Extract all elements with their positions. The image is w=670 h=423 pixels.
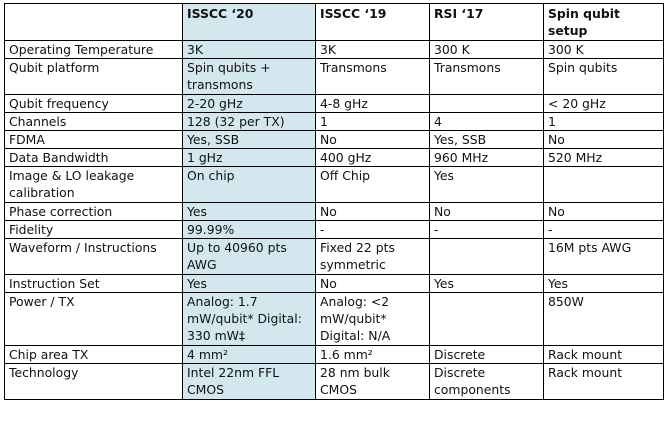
row-label: Qubit frequency — [4, 94, 183, 113]
comparison-table: ISSCC ‘20 ISSCC ‘19 RSI ‘17 Spin qubit s… — [4, 3, 664, 400]
cell-rsi-17: No — [429, 202, 544, 221]
cell-isscc-20: Analog: 1.7 mW/qubit* Digital: 330 mW‡ — [182, 292, 316, 346]
cell-isscc-19: No — [315, 202, 430, 221]
cell-isscc-20: 99.99% — [182, 220, 316, 239]
cell-rsi-17: Discrete — [429, 345, 544, 364]
cell-rsi-17: 4 — [429, 112, 544, 131]
row-qubit-frequency: Qubit frequency 2-20 gHz 4-8 gHz < 20 gH… — [4, 94, 664, 113]
cell-isscc-20: Yes, SSB — [182, 130, 316, 149]
cell-isscc-19: Fixed 22 pts symmetric — [315, 238, 430, 275]
row-label: Phase correction — [4, 202, 183, 221]
row-waveform-instructions: Waveform / Instructions Up to 40960 pts … — [4, 238, 664, 275]
header-isscc-19: ISSCC ‘19 — [315, 3, 430, 41]
cell-isscc-19: 3K — [315, 40, 430, 59]
row-label: Image & LO leakage calibration — [4, 166, 183, 203]
row-label: Channels — [4, 112, 183, 131]
row-label: Chip area TX — [4, 345, 183, 364]
cell-rsi-17: 300 K — [429, 40, 544, 59]
row-label: Waveform / Instructions — [4, 238, 183, 275]
cell-spin-qubit-setup: Yes — [543, 274, 664, 293]
cell-spin-qubit-setup: - — [543, 220, 664, 239]
row-chip-area-tx: Chip area TX 4 mm² 1.6 mm² Discrete Rack… — [4, 345, 664, 364]
row-label: Operating Temperature — [4, 40, 183, 59]
row-label: Power / TX — [4, 292, 183, 346]
cell-isscc-20: 2-20 gHz — [182, 94, 316, 113]
header-isscc-20: ISSCC ‘20 — [182, 3, 316, 41]
cell-isscc-20: Yes — [182, 274, 316, 293]
cell-isscc-20: Up to 40960 pts AWG — [182, 238, 316, 275]
cell-isscc-19: Transmons — [315, 58, 430, 95]
row-instruction-set: Instruction Set Yes No Yes Yes — [4, 274, 664, 293]
cell-spin-qubit-setup: 300 K — [543, 40, 664, 59]
cell-spin-qubit-setup: 1 — [543, 112, 664, 131]
cell-isscc-20: Spin qubits + transmons — [182, 58, 316, 95]
cell-rsi-17: Yes — [429, 166, 544, 203]
cell-spin-qubit-setup: 520 MHz — [543, 148, 664, 167]
cell-rsi-17 — [429, 292, 544, 346]
cell-spin-qubit-setup: 850W — [543, 292, 664, 346]
row-label: Fidelity — [4, 220, 183, 239]
cell-rsi-17: Discrete components — [429, 363, 544, 400]
cell-isscc-20: 3K — [182, 40, 316, 59]
cell-isscc-19: 28 nm bulk CMOS — [315, 363, 430, 400]
row-operating-temperature: Operating Temperature 3K 3K 300 K 300 K — [4, 40, 664, 59]
cell-isscc-19: No — [315, 274, 430, 293]
cell-rsi-17: Yes, SSB — [429, 130, 544, 149]
cell-spin-qubit-setup: No — [543, 130, 664, 149]
cell-rsi-17: 960 MHz — [429, 148, 544, 167]
cell-rsi-17 — [429, 94, 544, 113]
cell-isscc-19: Off Chip — [315, 166, 430, 203]
cell-spin-qubit-setup — [543, 166, 664, 203]
cell-rsi-17 — [429, 238, 544, 275]
cell-isscc-20: 128 (32 per TX) — [182, 112, 316, 131]
row-phase-correction: Phase correction Yes No No No — [4, 202, 664, 221]
cell-spin-qubit-setup: Rack mount — [543, 345, 664, 364]
cell-spin-qubit-setup: Rack mount — [543, 363, 664, 400]
row-channels: Channels 128 (32 per TX) 1 4 1 — [4, 112, 664, 131]
row-fidelity: Fidelity 99.99% - - - — [4, 220, 664, 239]
row-data-bandwidth: Data Bandwidth 1 gHz 400 gHz 960 MHz 520… — [4, 148, 664, 167]
cell-isscc-19: 4-8 gHz — [315, 94, 430, 113]
cell-isscc-20: 1 gHz — [182, 148, 316, 167]
row-power-tx: Power / TX Analog: 1.7 mW/qubit* Digital… — [4, 292, 664, 346]
cell-spin-qubit-setup: Spin qubits — [543, 58, 664, 95]
row-image-lo-leakage-calibration: Image & LO leakage calibration On chip O… — [4, 166, 664, 203]
cell-isscc-20: On chip — [182, 166, 316, 203]
row-label: Data Bandwidth — [4, 148, 183, 167]
cell-isscc-20: Yes — [182, 202, 316, 221]
row-technology: Technology Intel 22nm FFL CMOS 28 nm bul… — [4, 363, 664, 400]
row-label: Qubit platform — [4, 58, 183, 95]
header-row: ISSCC ‘20 ISSCC ‘19 RSI ‘17 Spin qubit s… — [4, 3, 664, 41]
row-fdma: FDMA Yes, SSB No Yes, SSB No — [4, 130, 664, 149]
cell-spin-qubit-setup: < 20 gHz — [543, 94, 664, 113]
cell-spin-qubit-setup: 16M pts AWG — [543, 238, 664, 275]
cell-rsi-17: Yes — [429, 274, 544, 293]
cell-isscc-19: 1.6 mm² — [315, 345, 430, 364]
cell-rsi-17: - — [429, 220, 544, 239]
cell-isscc-19: 1 — [315, 112, 430, 131]
cell-isscc-19: Analog: <2 mW/qubit* Digital: N/A — [315, 292, 430, 346]
cell-isscc-19: - — [315, 220, 430, 239]
cell-isscc-19: No — [315, 130, 430, 149]
cell-spin-qubit-setup: No — [543, 202, 664, 221]
cell-rsi-17: Transmons — [429, 58, 544, 95]
row-label: Technology — [4, 363, 183, 400]
row-qubit-platform: Qubit platform Spin qubits + transmons T… — [4, 58, 664, 95]
cell-isscc-19: 400 gHz — [315, 148, 430, 167]
comparison-table-container: ISSCC ‘20 ISSCC ‘19 RSI ‘17 Spin qubit s… — [4, 3, 664, 400]
row-label: Instruction Set — [4, 274, 183, 293]
cell-isscc-20: Intel 22nm FFL CMOS — [182, 363, 316, 400]
header-spin-qubit-setup: Spin qubit setup — [543, 3, 664, 41]
header-rsi-17: RSI ‘17 — [429, 3, 544, 41]
header-empty-cell — [4, 3, 183, 41]
row-label: FDMA — [4, 130, 183, 149]
cell-isscc-20: 4 mm² — [182, 345, 316, 364]
